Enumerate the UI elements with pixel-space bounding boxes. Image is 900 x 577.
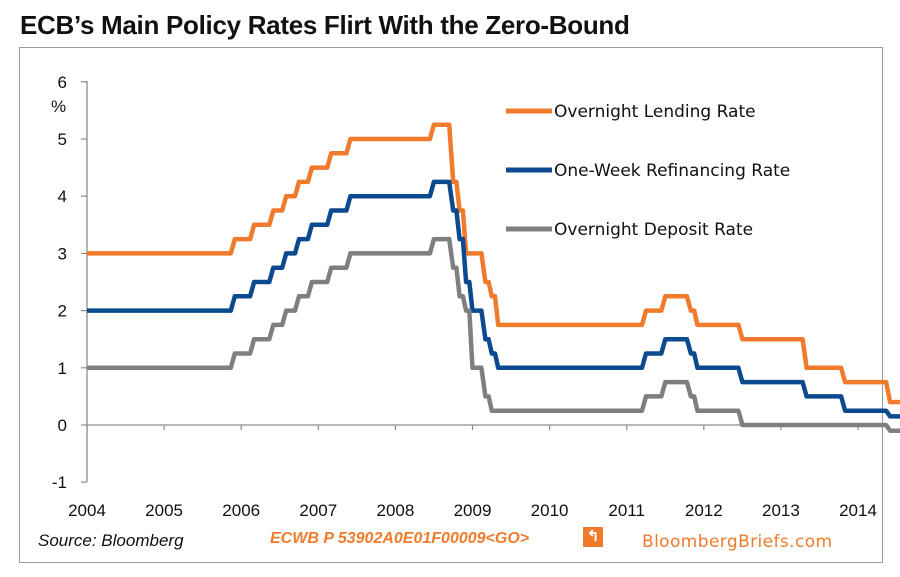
y-tick-label: 0 bbox=[58, 416, 67, 435]
bloomberg-ticker: ECWB P 53902A0E01F00009<GO> bbox=[270, 530, 530, 547]
y-tick-label: 4 bbox=[58, 187, 67, 206]
brand-link[interactable]: BloombergBriefs.com bbox=[642, 532, 833, 552]
x-tick-label: 2014 bbox=[839, 501, 877, 520]
y-tick-label: 1 bbox=[58, 359, 67, 378]
series-group bbox=[87, 122, 900, 433]
y-tick-label: 6 bbox=[58, 73, 67, 92]
legend-entry-label: One-Week Refinancing Rate bbox=[554, 161, 790, 181]
y-tick-group: 6 5 4 3 2 1 0 -1 bbox=[52, 73, 87, 492]
series-line-2 bbox=[87, 236, 900, 433]
x-tick-label: 2010 bbox=[531, 501, 569, 520]
x-tick-label: 2013 bbox=[762, 501, 800, 520]
chart-frame bbox=[19, 47, 883, 563]
y-axis-unit-label: % bbox=[51, 97, 66, 116]
x-tick-label: 2004 bbox=[68, 501, 106, 520]
chart-title: ECB’s Main Policy Rates Flirt With the Z… bbox=[20, 10, 630, 40]
bloomberg-terminal-icon: ↰ bbox=[583, 527, 603, 547]
x-tick-label: 2006 bbox=[222, 501, 260, 520]
series-line-0 bbox=[87, 122, 900, 405]
x-tick-label: 2005 bbox=[145, 501, 183, 520]
legend-entry-label: Overnight Lending Rate bbox=[554, 102, 756, 122]
x-tick-label: 2012 bbox=[685, 501, 723, 520]
y-tick-label: 2 bbox=[58, 302, 67, 321]
y-tick-label: 5 bbox=[58, 130, 67, 149]
y-tick-label: 3 bbox=[58, 244, 67, 263]
series-line-1 bbox=[87, 179, 900, 419]
x-tick-label: 2008 bbox=[376, 501, 414, 520]
legend-entry-label: Overnight Deposit Rate bbox=[554, 220, 753, 240]
y-tick-label: -1 bbox=[52, 473, 67, 492]
legend: Overnight Lending Rate One-Week Refinanci… bbox=[506, 102, 790, 240]
source-note: Source: Bloomberg bbox=[38, 531, 184, 550]
x-tick-label: 2009 bbox=[454, 501, 492, 520]
x-tick-label: 2007 bbox=[299, 501, 337, 520]
x-tick-group: 2004 2005 2006 2007 2008 2009 2010 2011 2012 2013… bbox=[68, 425, 877, 520]
x-tick-label: 2011 bbox=[608, 501, 645, 520]
